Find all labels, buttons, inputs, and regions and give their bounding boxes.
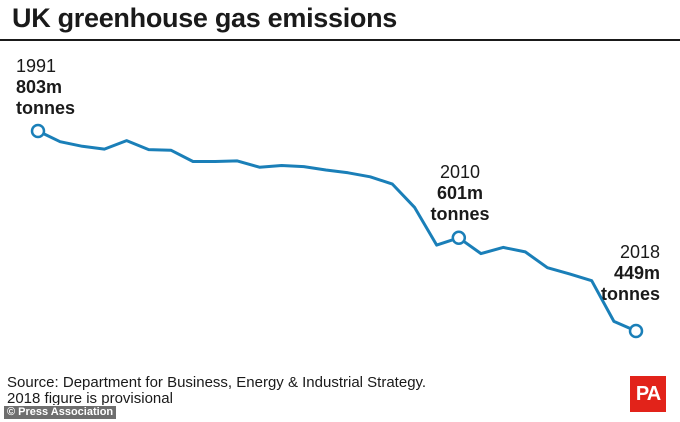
annotation-2010: 2010 601m tonnes [430,162,489,225]
title-rule [0,39,680,41]
annotation-1991: 1991 803m tonnes [16,56,75,119]
source-line: Source: Department for Business, Energy … [7,374,427,391]
annotation-1991-value: 803m [16,77,63,97]
annotation-2018-value: 449m [613,263,660,283]
chart-title: UK greenhouse gas emissions [12,3,398,33]
annotation-2018-year: 2018 [619,242,660,262]
annotation-2018: 2018 449m tonnes [601,242,660,305]
data-point-2018 [628,323,644,339]
annotation-2010-unit: tonnes [430,204,490,224]
annotation-1991-unit: tonnes [16,98,76,118]
source-note: Source: Department for Business, Energy … [7,375,426,407]
annotation-2010-value: 601m [436,183,484,203]
pa-logo: PA [630,376,666,412]
data-point-2010 [451,230,467,246]
credit-bar [0,405,680,422]
press-credit: © Press Association [4,406,117,419]
annotation-2010-year: 2010 [439,162,481,182]
provisional-note: 2018 figure is provisional [7,390,173,407]
annotation-1991-year: 1991 [16,56,57,76]
emissions-series-line [36,129,638,333]
data-point-1991 [30,123,46,139]
annotation-2018-unit: tonnes [600,284,660,304]
